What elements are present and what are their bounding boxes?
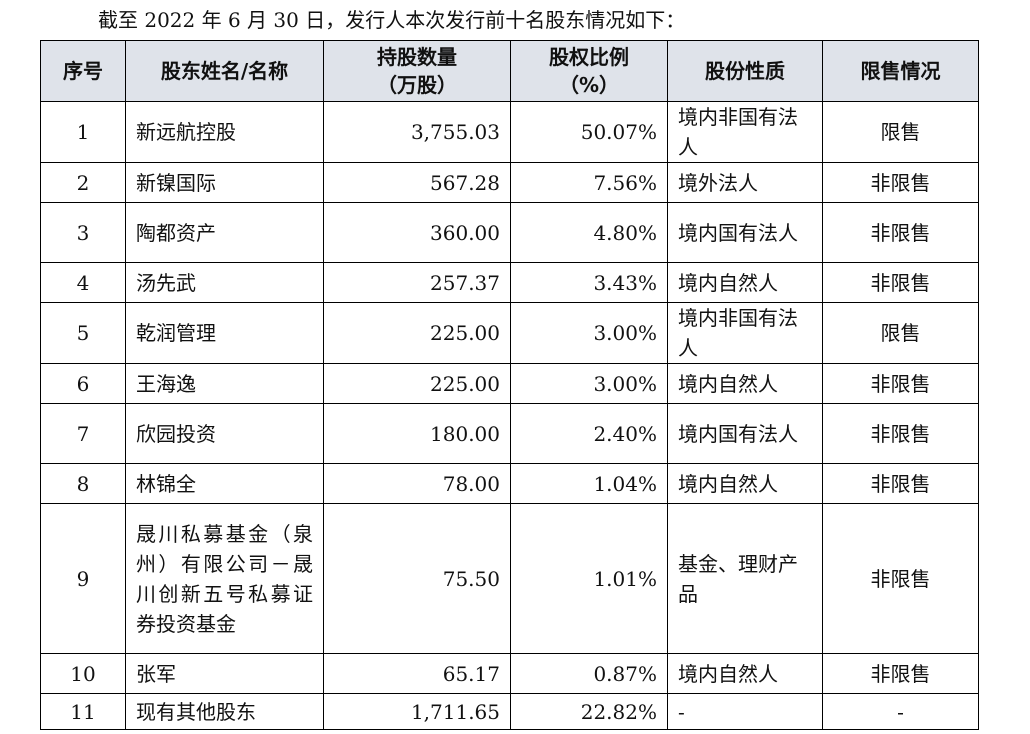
share-type: 境内国有法人 — [667, 202, 823, 263]
shareholder-name: 林锦全 — [125, 463, 324, 504]
shareholder-name: 陶都资产 — [125, 202, 324, 263]
shareholder-name: 晟川私募基金（泉州）有限公司－晟川创新五号私募证券投资基金 — [125, 503, 324, 654]
shares-held: 1,711.65 — [323, 693, 511, 730]
shares-held: 257.37 — [323, 262, 511, 303]
table-row: 1 新远航控股 3,755.03 50.07% 境内非国有法人 限售 — [40, 101, 979, 163]
shareholder-name: 汤先武 — [125, 262, 324, 303]
restriction-status: 限售 — [822, 101, 979, 163]
table-row: 6 王海逸 225.00 3.00% 境内自然人 非限售 — [40, 363, 979, 404]
shareholder-name: 王海逸 — [125, 363, 324, 404]
restriction-status: 非限售 — [822, 162, 979, 203]
equity-ratio: 0.87% — [510, 653, 668, 694]
shareholder-name: 张军 — [125, 653, 324, 694]
share-type: 境内自然人 — [667, 653, 823, 694]
equity-ratio: 50.07% — [510, 101, 668, 163]
equity-ratio: 1.01% — [510, 503, 668, 654]
shareholder-name: 欣园投资 — [125, 403, 324, 464]
shares-held: 180.00 — [323, 403, 511, 464]
row-number: 6 — [40, 363, 126, 404]
table-header-row: 序号 股东姓名/名称 持股数量 （万股） 股权比例 （%） 股份性质 限售情况 — [40, 40, 979, 102]
header-shares-line1: 持股数量 — [377, 45, 457, 69]
restriction-status: - — [822, 693, 979, 730]
shares-held: 75.50 — [323, 503, 511, 654]
header-name: 股东姓名/名称 — [125, 40, 324, 102]
row-number: 3 — [40, 202, 126, 263]
header-ratio-line2: （%） — [558, 73, 620, 97]
restriction-status: 非限售 — [822, 503, 979, 654]
equity-ratio: 1.04% — [510, 463, 668, 504]
table-row: 7 欣园投资 180.00 2.40% 境内国有法人 非限售 — [40, 403, 979, 464]
table-row: 9 晟川私募基金（泉州）有限公司－晟川创新五号私募证券投资基金 75.50 1.01%… — [40, 503, 979, 654]
restriction-status: 非限售 — [822, 363, 979, 404]
table-row: 4 汤先武 257.37 3.43% 境内自然人 非限售 — [40, 262, 979, 303]
header-status: 限售情况 — [822, 40, 979, 102]
shareholder-name: 新远航控股 — [125, 101, 324, 163]
table-row: 2 新镍国际 567.28 7.56% 境外法人 非限售 — [40, 162, 979, 203]
equity-ratio: 7.56% — [510, 162, 668, 203]
row-number: 1 — [40, 101, 126, 163]
row-number: 11 — [40, 693, 126, 730]
share-type: 境内国有法人 — [667, 403, 823, 464]
restriction-status: 非限售 — [822, 262, 979, 303]
shareholder-name: 新镍国际 — [125, 162, 324, 203]
shares-held: 567.28 — [323, 162, 511, 203]
equity-ratio: 3.00% — [510, 302, 668, 364]
header-ratio-line1: 股权比例 — [549, 45, 629, 69]
restriction-status: 限售 — [822, 302, 979, 364]
row-number: 5 — [40, 302, 126, 364]
share-type: 境内非国有法人 — [667, 302, 823, 364]
share-type: 境外法人 — [667, 162, 823, 203]
row-number: 10 — [40, 653, 126, 694]
restriction-status: 非限售 — [822, 202, 979, 263]
share-type: 境内自然人 — [667, 363, 823, 404]
table-row: 10 张军 65.17 0.87% 境内自然人 非限售 — [40, 653, 979, 694]
share-type: 境内非国有法人 — [667, 101, 823, 163]
shares-held: 225.00 — [323, 363, 511, 404]
shares-held: 360.00 — [323, 202, 511, 263]
equity-ratio: 3.43% — [510, 262, 668, 303]
equity-ratio: 4.80% — [510, 202, 668, 263]
shares-held: 65.17 — [323, 653, 511, 694]
header-type: 股份性质 — [667, 40, 823, 102]
restriction-status: 非限售 — [822, 653, 979, 694]
share-type: 境内自然人 — [667, 463, 823, 504]
intro-text: 截至 2022 年 6 月 30 日，发行人本次发行前十名股东情况如下： — [98, 8, 686, 32]
table-row: 8 林锦全 78.00 1.04% 境内自然人 非限售 — [40, 463, 979, 504]
header-shares: 持股数量 （万股） — [323, 40, 511, 102]
shareholder-name: 乾润管理 — [125, 302, 324, 364]
header-no: 序号 — [40, 40, 126, 102]
row-number: 8 — [40, 463, 126, 504]
shareholder-name: 现有其他股东 — [125, 693, 324, 730]
row-number: 4 — [40, 262, 126, 303]
equity-ratio: 3.00% — [510, 363, 668, 404]
equity-ratio: 22.82% — [510, 693, 668, 730]
shares-held: 225.00 — [323, 302, 511, 364]
shares-held: 3,755.03 — [323, 101, 511, 163]
row-number: 2 — [40, 162, 126, 203]
table-row: 11 现有其他股东 1,711.65 22.82% - - — [40, 693, 979, 730]
table-row: 5 乾润管理 225.00 3.00% 境内非国有法人 限售 — [40, 302, 979, 364]
restriction-status: 非限售 — [822, 403, 979, 464]
restriction-status: 非限售 — [822, 463, 979, 504]
share-type: 基金、理财产品 — [667, 503, 823, 654]
share-type: - — [667, 693, 823, 730]
equity-ratio: 2.40% — [510, 403, 668, 464]
table-row: 3 陶都资产 360.00 4.80% 境内国有法人 非限售 — [40, 202, 979, 263]
header-shares-line2: （万股） — [377, 73, 457, 97]
header-ratio: 股权比例 （%） — [510, 40, 668, 102]
share-type: 境内自然人 — [667, 262, 823, 303]
shares-held: 78.00 — [323, 463, 511, 504]
row-number: 9 — [40, 503, 126, 654]
row-number: 7 — [40, 403, 126, 464]
